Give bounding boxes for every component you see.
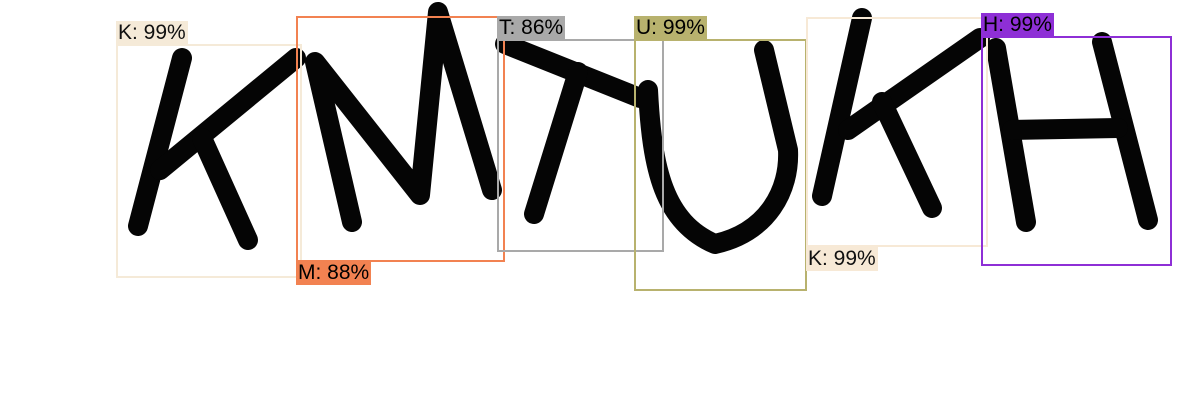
detection-box-k-2 (806, 17, 988, 247)
detection-label-t: T: 86% (497, 16, 566, 40)
glyph-h (986, 32, 1158, 232)
detection-label-u: U: 99% (634, 16, 707, 40)
glyph-m (305, 2, 502, 232)
detection-box-k-1 (116, 44, 302, 278)
detection-label-k-1: K: 99% (116, 21, 188, 45)
detection-label-k-2: K: 99% (806, 247, 878, 271)
detection-label-h: H: 99% (981, 13, 1054, 37)
glyph-k-2 (812, 8, 990, 218)
detection-box-u (634, 39, 807, 291)
glyph-u (638, 40, 799, 254)
glyph-k-1 (128, 48, 306, 250)
detection-box-m (296, 16, 505, 262)
glyph-t (495, 34, 650, 224)
detection-label-m: M: 88% (296, 261, 372, 285)
detection-box-h (981, 36, 1172, 266)
detection-box-t (497, 39, 664, 252)
